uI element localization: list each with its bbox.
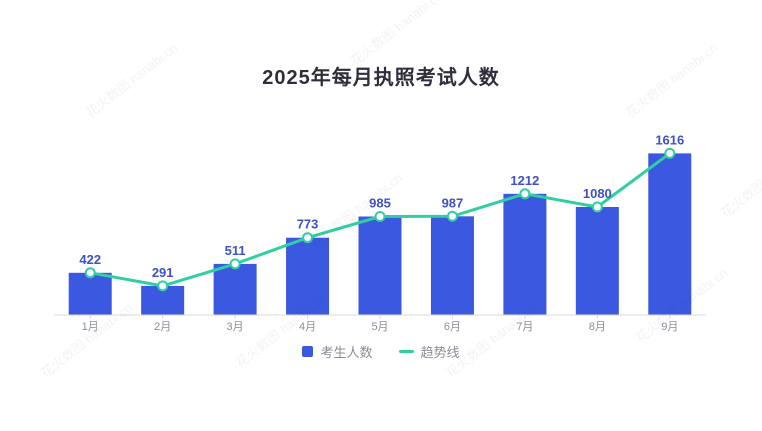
value-label-9月: 1616 [655,132,684,147]
legend-label-line-series: 趋势线 [420,345,460,360]
bar-series-swatch [302,346,314,357]
x-axis-label: 3月 [227,321,244,333]
line-marker-2月 [157,280,169,292]
legend-item-line-series[interactable]: 趋势线 [398,342,460,361]
line-marker-3月 [229,258,241,270]
value-label-3月: 511 [225,243,246,258]
page-title: 2025年每月执照考试人数 [262,67,500,89]
value-label-8月: 1080 [583,186,612,201]
line-marker-6月 [446,210,458,222]
bar-1月 [68,272,112,315]
bar-3月 [213,263,257,315]
bar-4月 [286,237,330,315]
bar-6月 [430,216,474,315]
line-marker-1月 [84,267,96,279]
value-label-2月: 291 [152,265,174,280]
line-series-swatch [398,350,414,353]
value-label-4月: 773 [297,217,319,232]
value-label-7月: 1212 [510,173,539,188]
x-axis-label: 2月 [154,321,171,333]
legend: 考生人数 趋势线 [0,342,762,361]
value-label-5月: 985 [369,196,391,211]
x-axis-label: 1月 [82,321,99,333]
legend-label-bar-series: 考生人数 [320,345,373,360]
bar-5月 [358,216,402,315]
value-label-6月: 987 [442,195,464,210]
legend-item-bar-series[interactable]: 考生人数 [302,342,373,361]
x-axis-label: 5月 [371,321,388,333]
value-label-1月: 422 [79,252,101,267]
line-marker-5月 [374,211,386,222]
x-axis-label: 9月 [661,321,678,333]
line-marker-4月 [302,232,314,244]
x-axis-label: 6月 [444,321,461,333]
bar-8月 [575,207,619,315]
line-marker-7月 [519,188,531,200]
bar-9月 [648,153,692,315]
x-axis-label: 8月 [589,321,606,333]
line-marker-8月 [591,201,603,213]
x-axis-label: 7月 [516,321,533,333]
line-marker-9月 [664,147,676,159]
bar-7月 [503,193,547,315]
x-axis-label: 4月 [299,321,316,333]
